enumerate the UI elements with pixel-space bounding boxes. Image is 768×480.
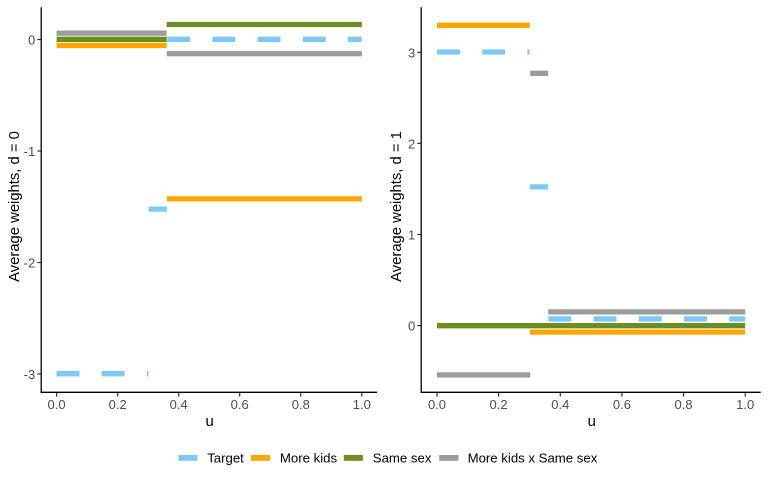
- svg-text:u: u: [588, 414, 596, 430]
- svg-text:-3: -3: [24, 367, 36, 382]
- svg-text:1.0: 1.0: [353, 397, 371, 412]
- svg-text:-2: -2: [24, 255, 36, 270]
- svg-text:Average weights, d = 0: Average weights, d = 0: [7, 131, 23, 282]
- svg-text:0.4: 0.4: [170, 397, 188, 412]
- svg-text:0: 0: [28, 32, 35, 47]
- svg-text:0.4: 0.4: [551, 397, 569, 412]
- svg-text:Same sex: Same sex: [373, 450, 432, 465]
- svg-text:0.6: 0.6: [613, 397, 631, 412]
- svg-text:0.2: 0.2: [490, 397, 508, 412]
- svg-text:2: 2: [408, 136, 415, 151]
- svg-text:More kids x Same sex: More kids x Same sex: [468, 450, 598, 465]
- svg-text:0.2: 0.2: [109, 397, 127, 412]
- svg-text:3: 3: [408, 45, 415, 60]
- svg-text:-1: -1: [24, 144, 36, 159]
- svg-text:1.0: 1.0: [736, 397, 754, 412]
- svg-text:More kids: More kids: [280, 450, 338, 465]
- svg-text:0.0: 0.0: [48, 397, 66, 412]
- svg-text:Target: Target: [207, 450, 244, 465]
- svg-text:1: 1: [408, 228, 415, 243]
- svg-text:Average weights, d = 1: Average weights, d = 1: [389, 131, 405, 282]
- svg-text:0.0: 0.0: [428, 397, 446, 412]
- svg-text:0: 0: [408, 319, 415, 334]
- svg-text:0.8: 0.8: [292, 397, 310, 412]
- svg-text:0.6: 0.6: [231, 397, 249, 412]
- svg-text:0.8: 0.8: [675, 397, 693, 412]
- svg-text:u: u: [205, 414, 213, 430]
